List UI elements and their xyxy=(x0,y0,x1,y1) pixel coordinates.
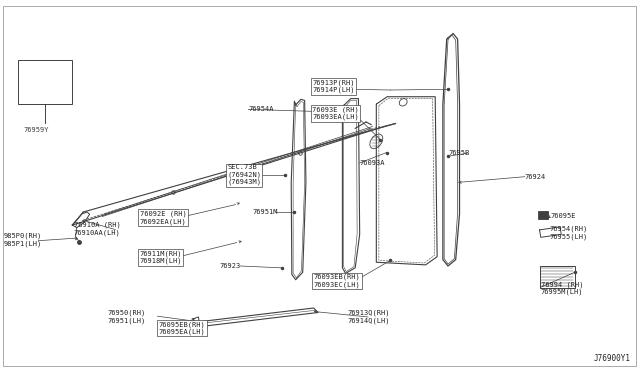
Text: 76093EB(RH)
76093EC(LH): 76093EB(RH) 76093EC(LH) xyxy=(314,274,360,288)
Text: 76924: 76924 xyxy=(525,174,546,180)
Text: 7695B: 7695B xyxy=(448,150,469,156)
Text: 76951M: 76951M xyxy=(253,209,278,215)
Bar xyxy=(18,60,72,104)
Text: 76092E (RH)
76092EA(LH): 76092E (RH) 76092EA(LH) xyxy=(140,211,186,225)
Text: 76959Y: 76959Y xyxy=(23,127,49,133)
Text: 76994 (RH)
76995M(LH): 76994 (RH) 76995M(LH) xyxy=(541,281,583,295)
Text: 76950(RH)
76951(LH): 76950(RH) 76951(LH) xyxy=(108,310,146,324)
Text: 76923: 76923 xyxy=(220,263,241,269)
Text: 76913Q(RH)
76914Q(LH): 76913Q(RH) 76914Q(LH) xyxy=(348,310,390,324)
Text: 76910A (RH)
76910AA(LH): 76910A (RH) 76910AA(LH) xyxy=(74,222,120,236)
Text: 76954A: 76954A xyxy=(248,106,274,112)
Text: SEC.73B
(76942N)
(76943M): SEC.73B (76942N) (76943M) xyxy=(227,164,261,185)
Text: 76095E: 76095E xyxy=(550,213,576,219)
Text: J76900Y1: J76900Y1 xyxy=(593,354,630,363)
Bar xyxy=(540,266,575,288)
Text: 76913P(RH)
76914P(LH): 76913P(RH) 76914P(LH) xyxy=(312,79,355,93)
Text: 76093A: 76093A xyxy=(360,160,385,166)
Bar xyxy=(538,211,548,219)
Text: 76093E (RH)
76093EA(LH): 76093E (RH) 76093EA(LH) xyxy=(312,106,359,121)
Text: 985P0(RH)
985P1(LH): 985P0(RH) 985P1(LH) xyxy=(3,233,42,247)
Text: 76954(RH)
76955(LH): 76954(RH) 76955(LH) xyxy=(549,225,588,240)
Text: 76911M(RH)
76918M(LH): 76911M(RH) 76918M(LH) xyxy=(140,250,182,264)
Text: 76095EB(RH)
76095EA(LH): 76095EB(RH) 76095EA(LH) xyxy=(159,321,205,335)
